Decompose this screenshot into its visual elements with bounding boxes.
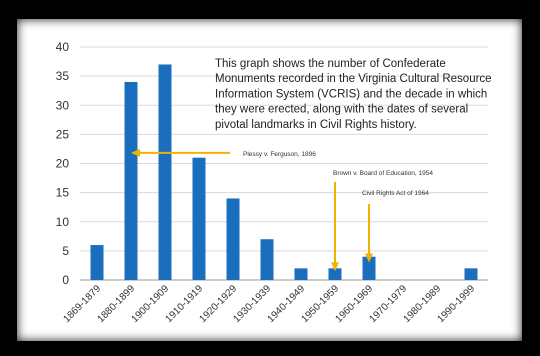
bar (328, 268, 342, 280)
y-tick-label: 20 (56, 157, 70, 171)
y-tick-label: 30 (56, 98, 70, 112)
bar (464, 268, 478, 280)
bar (362, 256, 376, 280)
y-tick-label: 10 (56, 215, 70, 229)
y-tick-label: 15 (56, 186, 70, 200)
bar (260, 239, 274, 280)
chart-panel (17, 19, 522, 341)
description-line: Information System (VCRIS) and the decad… (215, 88, 487, 100)
bar (192, 157, 206, 280)
arrow-head (331, 262, 339, 272)
bar (226, 198, 240, 280)
bar (90, 245, 104, 280)
description-line: Monuments recorded in the Virginia Cultu… (215, 73, 492, 85)
y-tick-label: 25 (56, 127, 70, 141)
annotation-label: Plessy v. Ferguson, 1896 (243, 151, 316, 158)
bar (158, 64, 172, 280)
arrow-head (131, 148, 140, 157)
x-axis-ticks: 1869-18791880-18991900-19091910-19191920… (62, 283, 478, 325)
y-tick-label: 35 (56, 69, 70, 83)
y-tick-label: 5 (62, 244, 69, 258)
description-line: pivotal landmarks in Civil Rights histor… (215, 119, 417, 131)
annotation-label: Brown v. Board of Education, 1954 (333, 170, 433, 177)
arrow-head (365, 253, 373, 263)
bar (294, 268, 308, 280)
bars (90, 64, 478, 280)
description-line: This graph shows the number of Confedera… (215, 58, 446, 70)
gridlines (80, 46, 488, 281)
bar (124, 81, 138, 280)
x-tick-label: 1990-1999 (436, 283, 478, 325)
description-line: they were erected, along with the dates … (215, 104, 468, 116)
y-tick-label: 0 (62, 273, 69, 287)
description-text: This graph shows the number of Confedera… (215, 58, 492, 131)
y-tick-label: 40 (56, 40, 70, 54)
annotation-label: Civil Rights Act of 1964 (362, 190, 429, 197)
y-axis-ticks: 0 5 10 15 20 25 30 35 40 (56, 40, 70, 287)
annotations: Plessy v. Ferguson, 1896 Brown v. Board o… (131, 148, 433, 272)
